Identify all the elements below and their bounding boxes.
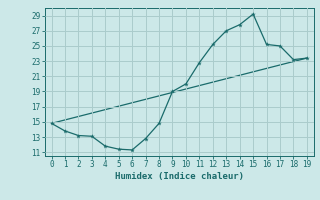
X-axis label: Humidex (Indice chaleur): Humidex (Indice chaleur)	[115, 172, 244, 181]
